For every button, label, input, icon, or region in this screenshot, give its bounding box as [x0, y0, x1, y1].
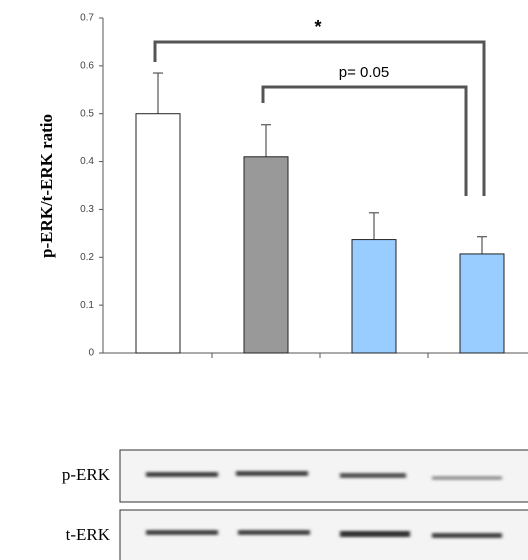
blot-label: p-ERK	[62, 465, 111, 484]
figure: p-ERK/t-ERK ratio * p= 0.05 p-ERK t-ERK …	[0, 0, 528, 560]
y-tick-label: 0.3	[80, 204, 94, 215]
significance-brackets	[155, 42, 484, 196]
y-tick-label: 0.4	[80, 156, 94, 167]
y-tick-label: 0.5	[80, 108, 94, 119]
y-tick-label: 0.6	[80, 60, 94, 71]
annotation: p= 0.05	[339, 64, 389, 81]
bar	[244, 157, 288, 353]
bar	[352, 240, 396, 353]
annotation: *	[314, 17, 321, 37]
y-tick-label: 0	[88, 348, 94, 359]
bar	[136, 114, 180, 353]
blot-label: t-ERK	[66, 525, 111, 544]
y-tick-label: 0.2	[80, 252, 94, 263]
y-tick-label: 0.7	[80, 13, 94, 24]
bar	[460, 254, 504, 353]
y-tick-label: 0.1	[80, 300, 94, 311]
y-axis-label: p-ERK/t-ERK ratio	[37, 114, 56, 258]
category-ticks	[212, 353, 428, 358]
